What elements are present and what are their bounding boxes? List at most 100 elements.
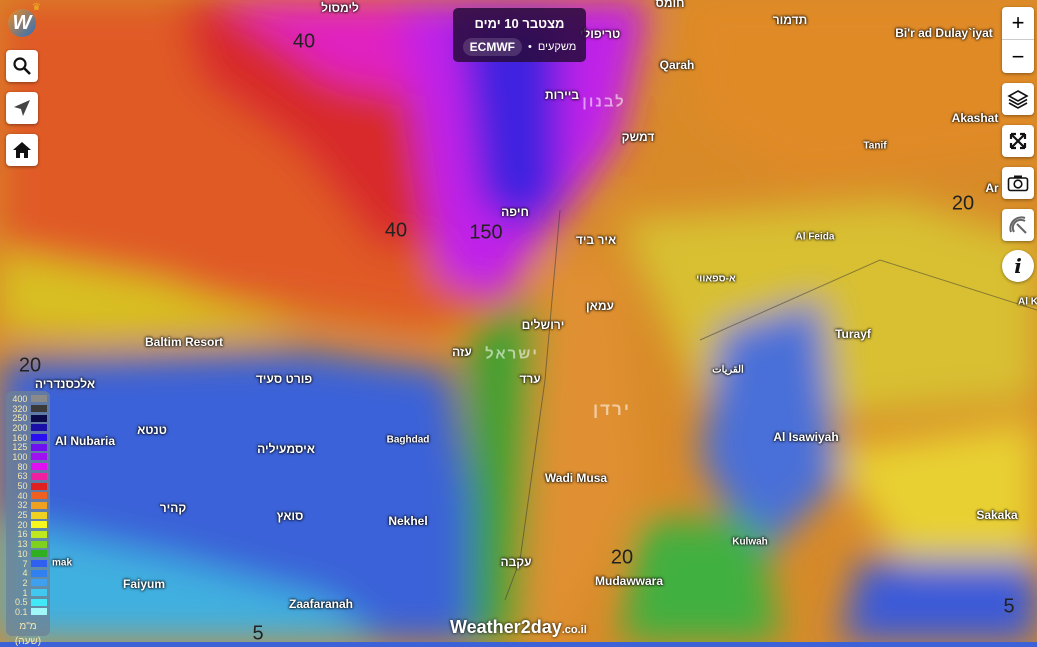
search-icon [13,57,31,75]
contour-label: 40 [292,30,316,53]
legend-swatch [31,395,47,403]
legend-swatch [31,424,47,432]
legend-swatch [31,550,47,558]
map-label: Al Isawiyah [773,430,839,444]
brand-watermark: Weather2day.co.il [450,617,587,638]
legend-row: 0.1 [9,607,47,617]
locate-button[interactable] [6,92,38,124]
screenshot-button[interactable] [1002,167,1034,199]
map-label: תדמור [772,13,808,27]
home-button[interactable] [6,134,38,166]
home-icon [13,142,31,158]
map-label: Ar [985,181,999,195]
legend-swatch [31,463,47,471]
layers-button[interactable] [1002,83,1034,115]
map-label: Sakaka [976,508,1018,522]
legend-value: 400 [12,393,28,404]
legend-row: 125 [9,442,47,452]
map-label: Bi'r ad Dulay`iyat [895,26,993,40]
map-label: חומס [655,0,685,10]
country-label: ירדן [593,400,631,419]
legend-swatch [31,569,47,577]
satellite-button[interactable] [1002,209,1034,241]
map-label: mak [51,557,73,569]
map-label: חיפה [501,205,529,219]
legend-row: 13 [9,539,47,549]
legend-value: 16 [17,529,28,540]
legend-row: 160 [9,433,47,443]
map-label: עזה [452,345,472,359]
map-label: קהיר [159,501,187,515]
legend-row: 320 [9,404,47,414]
legend-value: 250 [12,413,28,424]
legend-row: 1 [9,588,47,598]
map-label: Baltim Resort [144,335,224,349]
map-label: פורט סעיד [255,372,313,386]
legend-row: 200 [9,423,47,433]
contour-label: 40 [384,219,408,242]
legend-period: (שעה) [14,635,42,647]
legend-value: 50 [17,481,28,492]
contour-label: 150 [469,221,503,244]
legend-swatch [31,560,47,568]
legend-row: 10 [9,549,47,559]
legend-swatch [31,540,47,548]
map-label: Al Nubaria [54,434,116,448]
legend-value: 320 [12,403,28,414]
map-label: טריפולי [579,27,621,41]
legend-value: 125 [12,442,28,453]
map-label: Wadi Musa [544,471,608,485]
legend-value: 4 [22,568,28,579]
legend-value: 20 [17,519,28,530]
legend-row: 25 [9,510,47,520]
map-label: ביירות [544,88,580,102]
logo[interactable]: W [8,9,36,37]
legend-value: 10 [17,548,28,559]
contour-label: 5 [252,622,264,645]
legend-value: 25 [17,510,28,521]
model-badge[interactable]: ECMWF [462,38,522,56]
legend-row: 7 [9,559,47,569]
legend-swatch [31,482,47,490]
brand-tld: .co.il [561,624,587,636]
map-label: אלכסנדריה [34,377,96,391]
map-label: Qarah [659,58,695,72]
map-label: טנטא [137,423,167,437]
separator-dot: • [528,41,532,53]
legend-row: 50 [9,481,47,491]
legend-value: 80 [17,461,28,472]
legend-value: 13 [17,539,28,550]
zoom-in-button[interactable]: + [1002,7,1034,40]
legend-swatch [31,405,47,413]
legend-row: 16 [9,529,47,540]
zoom-out-button[interactable]: − [1011,43,1025,69]
legend-swatch [31,434,47,442]
legend-swatch [31,598,47,606]
legend-value: 2 [22,577,28,588]
country-label: ישראל [485,345,539,363]
fullscreen-button[interactable] [1002,125,1034,157]
layer-title-box[interactable]: מצטבר 10 ימים משקעים • ECMWF [453,8,586,62]
map-label: Turayf [835,327,871,341]
map-label: דמשק [621,130,655,144]
legend-value: 0.5 [14,597,28,608]
legend-row: 4 [9,568,47,578]
legend-value: 7 [22,558,28,569]
map-label: איר ביד [575,233,617,247]
contour-label: 20 [951,192,975,215]
legend-swatch [31,414,47,422]
info-button[interactable]: i [1002,250,1034,282]
map-label: Nekhel [388,514,428,528]
search-button[interactable] [6,50,38,82]
legend-swatch [31,501,47,509]
map-label: Al Feida [795,231,835,243]
legend-row: 40 [9,491,47,501]
legend-value: 1 [22,587,28,598]
layer-type: משקעים [537,41,577,53]
zoom-control: + − [1002,7,1034,73]
legend-swatch [31,453,47,461]
legend-swatch [31,492,47,500]
legend-row: 2 [9,578,47,588]
legend-row: 20 [9,520,47,530]
